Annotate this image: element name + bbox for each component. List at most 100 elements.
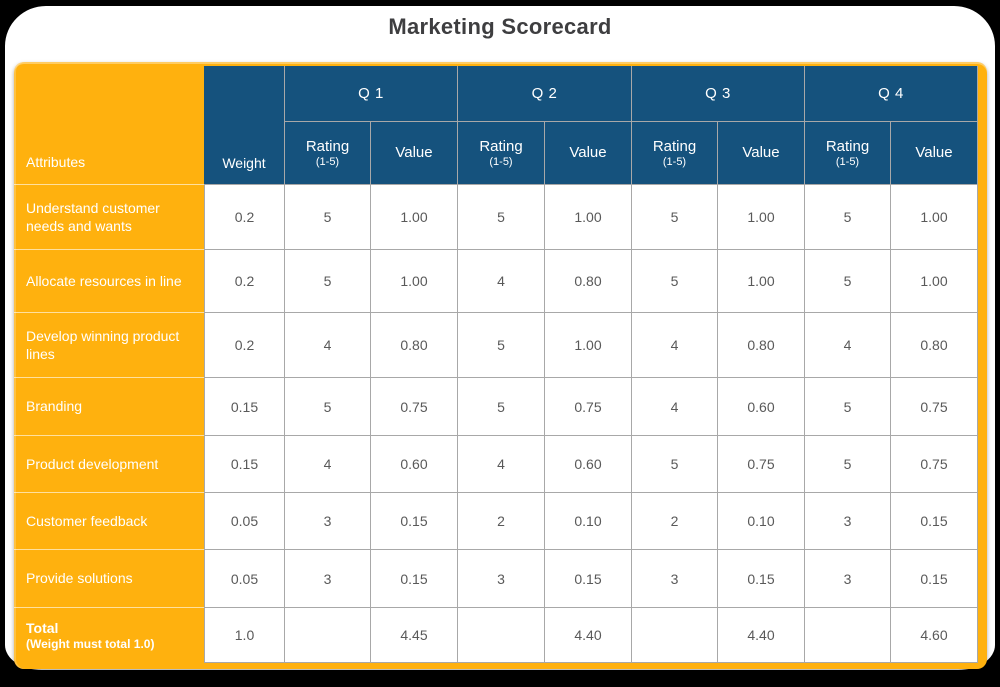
quarter-header-q3: Q 3 bbox=[632, 66, 805, 122]
total-value-cell: 4.40 bbox=[718, 608, 805, 663]
rating-cell: 3 bbox=[458, 550, 545, 608]
rating-cell: 5 bbox=[632, 250, 718, 313]
quarter-header-q1: Q 1 bbox=[285, 66, 458, 122]
value-cell: 1.00 bbox=[371, 185, 458, 250]
rating-cell: 5 bbox=[285, 378, 371, 436]
rating-cell: 3 bbox=[285, 493, 371, 550]
total-row: Total (Weight must total 1.0) 1.0 4.45 4.40 4… bbox=[14, 608, 978, 663]
weight-cell: 0.05 bbox=[204, 493, 285, 550]
rating-cell: 5 bbox=[632, 436, 718, 493]
rating-header-q3: Rating (1-5) bbox=[632, 122, 718, 185]
weight-cell: 0.2 bbox=[204, 185, 285, 250]
rating-cell: 3 bbox=[632, 550, 718, 608]
rating-cell: 5 bbox=[805, 378, 891, 436]
rating-cell: 5 bbox=[805, 185, 891, 250]
attributes-header: Attributes bbox=[14, 66, 204, 185]
value-cell: 1.00 bbox=[545, 313, 632, 378]
value-cell: 0.80 bbox=[891, 313, 978, 378]
rating-cell: 3 bbox=[805, 493, 891, 550]
rating-cell: 5 bbox=[458, 378, 545, 436]
total-value-cell: 4.60 bbox=[891, 608, 978, 663]
total-value-cell: 4.45 bbox=[371, 608, 458, 663]
value-cell: 1.00 bbox=[371, 250, 458, 313]
table-row: Understand customer needs and wants 0.2 5 1… bbox=[14, 185, 978, 250]
total-rating-cell bbox=[458, 608, 545, 663]
weight-cell: 0.15 bbox=[204, 436, 285, 493]
rating-cell: 4 bbox=[632, 378, 718, 436]
value-cell: 0.60 bbox=[545, 436, 632, 493]
quarter-header-q4: Q 4 bbox=[805, 66, 978, 122]
value-cell: 1.00 bbox=[718, 185, 805, 250]
table-row: Provide solutions 0.05 3 0.15 3 0.15 3 0.15 3 0.1… bbox=[14, 550, 978, 608]
total-rating-cell bbox=[632, 608, 718, 663]
value-cell: 0.80 bbox=[371, 313, 458, 378]
table-row: Branding 0.15 5 0.75 5 0.75 4 0.60 5 0.75 bbox=[14, 378, 978, 436]
value-cell: 0.75 bbox=[371, 378, 458, 436]
rating-cell: 4 bbox=[458, 250, 545, 313]
attribute-cell: Allocate resources in line bbox=[14, 250, 204, 313]
rating-cell: 5 bbox=[458, 185, 545, 250]
weight-cell: 0.2 bbox=[204, 250, 285, 313]
value-cell: 0.15 bbox=[891, 550, 978, 608]
table-row: Allocate resources in line 0.2 5 1.00 4 0.80 5… bbox=[14, 250, 978, 313]
rating-cell: 5 bbox=[285, 250, 371, 313]
weight-cell: 0.15 bbox=[204, 378, 285, 436]
rating-cell: 5 bbox=[458, 313, 545, 378]
value-cell: 0.60 bbox=[371, 436, 458, 493]
rating-cell: 5 bbox=[805, 436, 891, 493]
rating-header-q4: Rating (1-5) bbox=[805, 122, 891, 185]
value-cell: 0.15 bbox=[371, 550, 458, 608]
rating-cell: 5 bbox=[285, 185, 371, 250]
rating-cell: 2 bbox=[458, 493, 545, 550]
attribute-cell: Customer feedback bbox=[14, 493, 204, 550]
rating-cell: 2 bbox=[632, 493, 718, 550]
value-cell: 1.00 bbox=[718, 250, 805, 313]
attribute-cell: Branding bbox=[14, 378, 204, 436]
value-header-q4: Value bbox=[891, 122, 978, 185]
page-title: Marketing Scorecard bbox=[388, 14, 612, 39]
value-cell: 0.80 bbox=[718, 313, 805, 378]
value-header-q3: Value bbox=[718, 122, 805, 185]
value-cell: 0.80 bbox=[545, 250, 632, 313]
rating-cell: 3 bbox=[285, 550, 371, 608]
scorecard-body: Understand customer needs and wants 0.2 5 1… bbox=[14, 185, 978, 663]
value-cell: 0.75 bbox=[891, 436, 978, 493]
value-cell: 0.75 bbox=[891, 378, 978, 436]
weight-header: Weight bbox=[204, 66, 285, 185]
scorecard-table: Attributes Weight Q 1 Q 2 Q 3 Q 4 Rating… bbox=[14, 66, 978, 663]
scorecard-card: Attributes Weight Q 1 Q 2 Q 3 Q 4 Rating… bbox=[14, 62, 987, 669]
header-row-quarters: Attributes Weight Q 1 Q 2 Q 3 Q 4 bbox=[14, 66, 978, 185]
total-weight-cell: 1.0 bbox=[204, 608, 285, 663]
value-cell: 0.75 bbox=[718, 436, 805, 493]
attribute-cell: Provide solutions bbox=[14, 550, 204, 608]
rating-cell: 4 bbox=[285, 313, 371, 378]
attribute-cell: Product development bbox=[14, 436, 204, 493]
rating-cell: 3 bbox=[805, 550, 891, 608]
table-row: Develop winning product lines 0.2 4 0.80 5 1.… bbox=[14, 313, 978, 378]
value-cell: 0.15 bbox=[545, 550, 632, 608]
total-label: Total bbox=[26, 619, 59, 636]
weight-cell: 0.05 bbox=[204, 550, 285, 608]
total-rating-cell bbox=[805, 608, 891, 663]
total-rating-cell bbox=[285, 608, 371, 663]
total-label-cell: Total (Weight must total 1.0) bbox=[14, 608, 204, 663]
rating-cell: 4 bbox=[632, 313, 718, 378]
value-header-q2: Value bbox=[545, 122, 632, 185]
table-row: Customer feedback 0.05 3 0.15 2 0.10 2 0.10 3 0.1… bbox=[14, 493, 978, 550]
value-cell: 1.00 bbox=[545, 185, 632, 250]
quarter-header-q2: Q 2 bbox=[458, 66, 632, 122]
rating-cell: 5 bbox=[805, 250, 891, 313]
value-cell: 0.15 bbox=[891, 493, 978, 550]
attribute-cell: Understand customer needs and wants bbox=[14, 185, 204, 250]
total-value-cell: 4.40 bbox=[545, 608, 632, 663]
value-cell: 0.10 bbox=[545, 493, 632, 550]
rating-cell: 4 bbox=[805, 313, 891, 378]
attribute-cell: Develop winning product lines bbox=[14, 313, 204, 378]
weight-cell: 0.2 bbox=[204, 313, 285, 378]
value-cell: 0.75 bbox=[545, 378, 632, 436]
value-cell: 0.10 bbox=[718, 493, 805, 550]
header-row-sub: Rating (1-5) Value Rating (1-5) Value Rati… bbox=[14, 122, 978, 185]
value-cell: 0.15 bbox=[718, 550, 805, 608]
rating-cell: 4 bbox=[285, 436, 371, 493]
